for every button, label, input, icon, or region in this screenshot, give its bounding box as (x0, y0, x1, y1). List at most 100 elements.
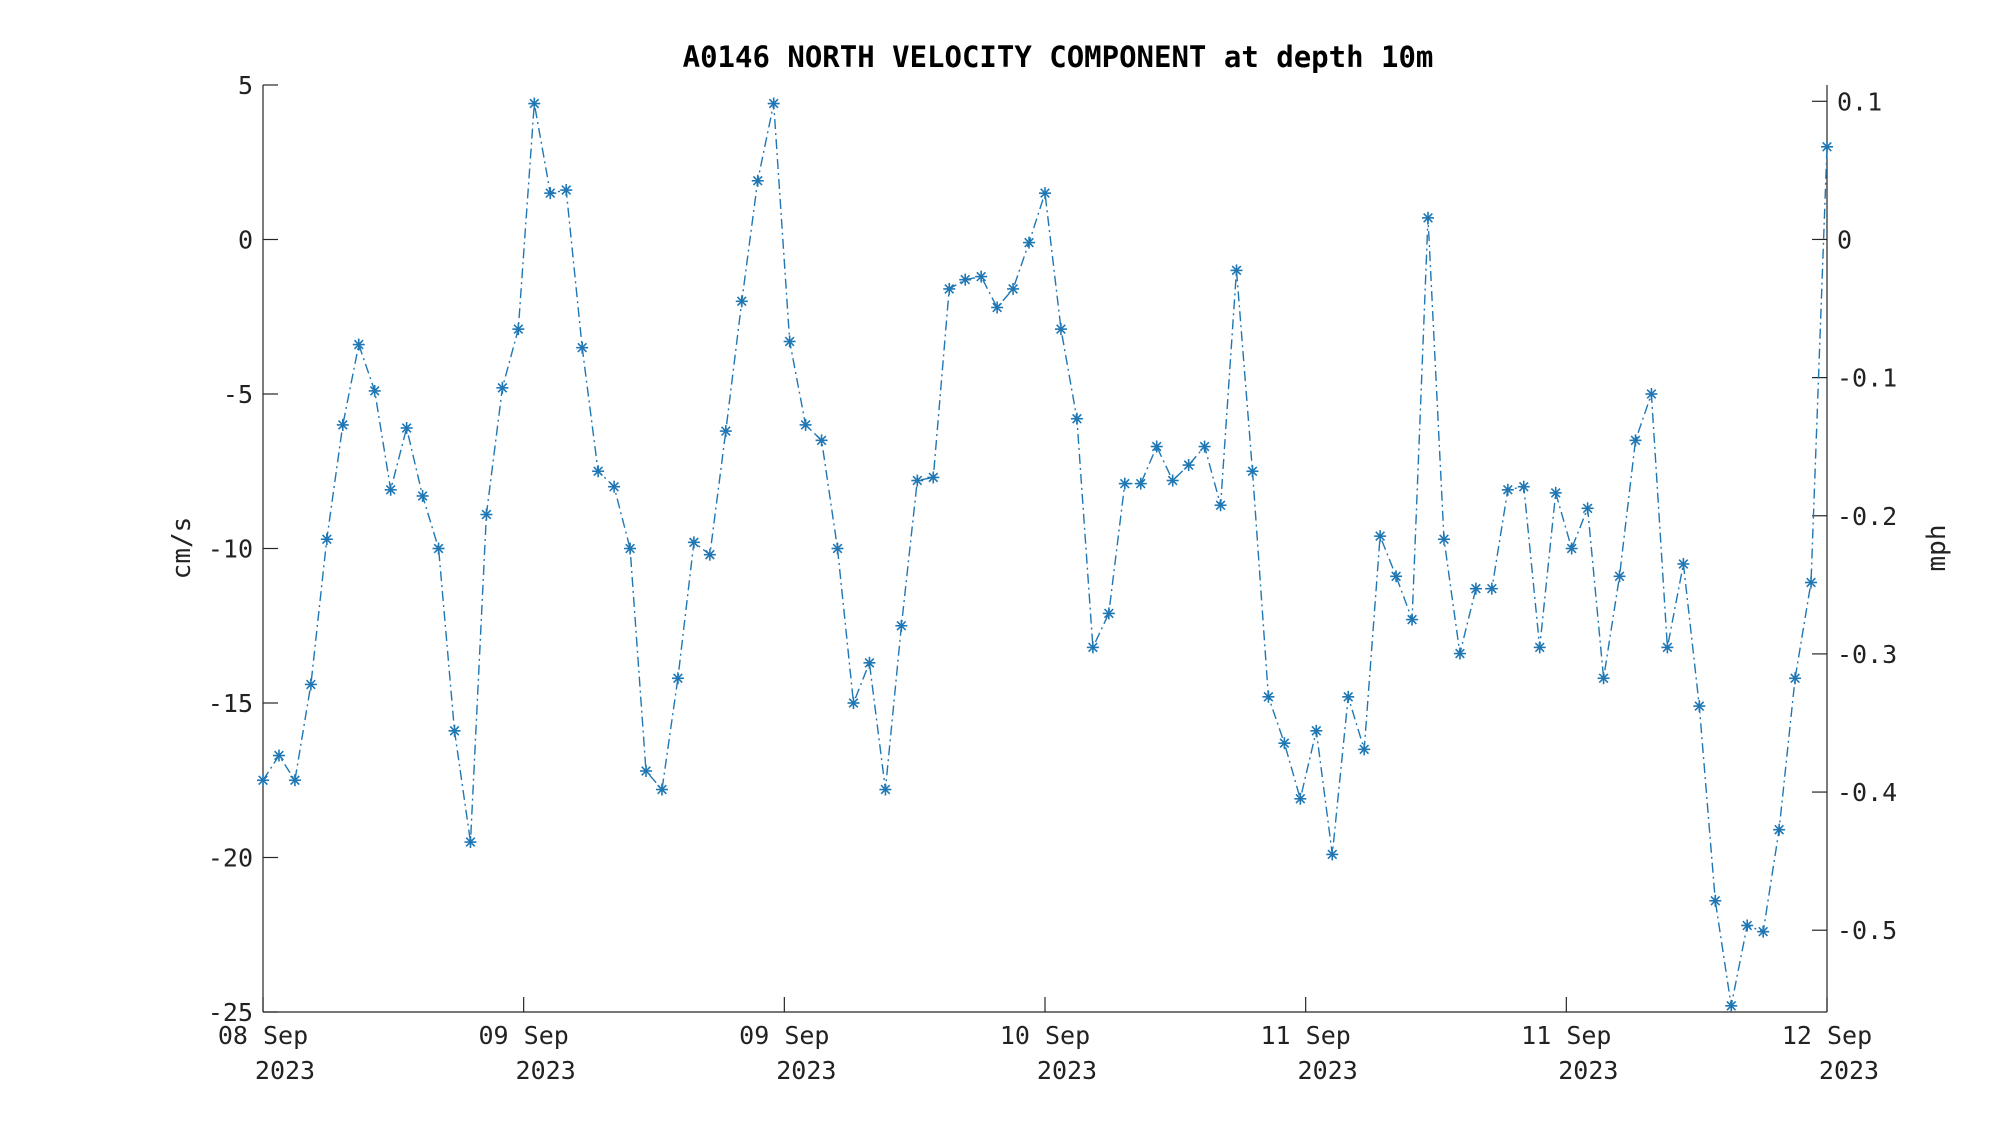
data-point-marker (560, 184, 573, 197)
data-point-marker (911, 474, 924, 487)
data-point-marker (1182, 459, 1195, 472)
data-point-marker (975, 270, 988, 283)
y-tick-label: -15 (208, 689, 253, 718)
data-point-marker (257, 774, 269, 787)
data-point-marker (496, 381, 509, 394)
data-point-marker (1198, 440, 1211, 453)
data-point-marker (1278, 737, 1291, 750)
data-point-marker (959, 273, 972, 286)
series-line (262, 103, 1828, 1006)
x-tick-label-year: 2023 (516, 1056, 576, 1085)
data-point-marker (703, 548, 716, 561)
data-point-marker (272, 749, 285, 762)
data-point-marker (719, 425, 732, 438)
data-point-marker (783, 335, 796, 348)
data-point-marker (943, 282, 956, 295)
data-point-marker (288, 774, 301, 787)
data-point-marker (1390, 570, 1403, 583)
data-point-marker (1533, 641, 1546, 654)
data-point-marker (1597, 672, 1610, 685)
y2-tick-label: -0.3 (1837, 640, 1897, 669)
data-point-marker (863, 656, 876, 669)
data-point-marker (1406, 613, 1419, 626)
data-point-marker (831, 542, 844, 555)
x-tick-label-year: 2023 (255, 1056, 315, 1085)
data-point-marker (1773, 823, 1786, 836)
data-point-marker (879, 783, 892, 796)
data-point-marker (1517, 480, 1530, 493)
data-point-marker (1453, 647, 1466, 660)
data-point-marker (1709, 894, 1722, 907)
y2-tick-label: 0 (1837, 225, 1852, 254)
data-point-marker (1150, 440, 1163, 453)
x-tick-label-year: 2023 (1037, 1056, 1097, 1085)
data-point-marker (1757, 925, 1770, 938)
data-point-marker (432, 542, 445, 555)
x-tick-label-day: 11 Sep (1521, 1021, 1611, 1050)
x-tick-label-year: 2023 (1819, 1056, 1879, 1085)
data-point-marker (1549, 486, 1562, 499)
series-layer (257, 97, 1833, 1012)
data-point-marker (799, 418, 812, 431)
data-point-marker (1342, 690, 1355, 703)
data-point-marker (1661, 641, 1674, 654)
data-point-marker (336, 418, 349, 431)
y2-axis-label: mph (1922, 525, 1952, 572)
data-point-marker (895, 619, 908, 632)
right-y-ticks: 0.1 0 -0.1 -0.2 -0.3 -0.4 -0.5 (1812, 87, 1897, 945)
data-point-marker (1725, 999, 1738, 1012)
data-point-marker (655, 783, 668, 796)
data-point-marker (1054, 323, 1067, 336)
data-point-marker (1677, 557, 1690, 570)
left-y-ticks: 5 0 -5 -10 -15 -20 -25 (208, 71, 278, 1027)
x-tick-label-day: 08 Sep (218, 1021, 308, 1050)
data-point-marker (1102, 607, 1115, 620)
data-point-marker (1629, 434, 1642, 447)
y-tick-label: -20 (208, 844, 253, 873)
data-point-marker (1469, 582, 1482, 595)
data-point-marker (815, 434, 828, 447)
data-point-marker (1437, 533, 1450, 546)
data-point-marker (1230, 264, 1243, 277)
data-point-marker (1310, 724, 1323, 737)
y-tick-label: -5 (223, 380, 253, 409)
chart-title: A0146 NORTH VELOCITY COMPONENT at depth … (683, 40, 1434, 74)
data-point-marker (1007, 282, 1020, 295)
data-point-marker (687, 536, 700, 549)
y2-tick-label: 0.1 (1837, 87, 1882, 116)
data-point-marker (1070, 412, 1083, 425)
y2-tick-label: -0.2 (1837, 502, 1897, 531)
data-point-marker (1613, 570, 1626, 583)
data-point-marker (1358, 743, 1371, 756)
x-tick-label-day: 09 Sep (739, 1021, 829, 1050)
x-ticks: 08 Sep 2023 09 Sep 2023 09 Sep 2023 10 Sep 2023… (218, 997, 1879, 1085)
data-point-marker (384, 483, 397, 496)
x-tick-label-day: 11 Sep (1261, 1021, 1351, 1050)
data-point-marker (368, 384, 381, 397)
y2-tick-label: -0.4 (1837, 778, 1897, 807)
x-tick-label-day: 12 Sep (1782, 1021, 1872, 1050)
data-point-marker (416, 489, 429, 502)
data-point-marker (1422, 211, 1435, 224)
y2-tick-label: -0.5 (1837, 916, 1897, 945)
data-point-marker (847, 697, 860, 709)
data-point-marker (1039, 187, 1051, 200)
data-point-marker (1565, 542, 1578, 555)
x-tick-label-year: 2023 (776, 1056, 836, 1085)
y-tick-label: 0 (238, 226, 253, 255)
data-point-marker (640, 764, 653, 777)
data-point-marker (767, 97, 780, 110)
data-point-marker (448, 724, 461, 737)
x-tick-label-day: 10 Sep (1000, 1021, 1090, 1050)
data-point-marker (1821, 140, 1833, 153)
data-point-marker (624, 542, 637, 555)
axes (262, 85, 1828, 1013)
data-point-marker (927, 471, 940, 484)
x-tick-label-year: 2023 (1298, 1056, 1358, 1085)
data-point-marker (1246, 465, 1259, 478)
data-point-marker (751, 174, 764, 187)
data-point-marker (1134, 477, 1147, 490)
data-point-marker (1374, 530, 1387, 543)
data-point-marker (320, 533, 333, 546)
